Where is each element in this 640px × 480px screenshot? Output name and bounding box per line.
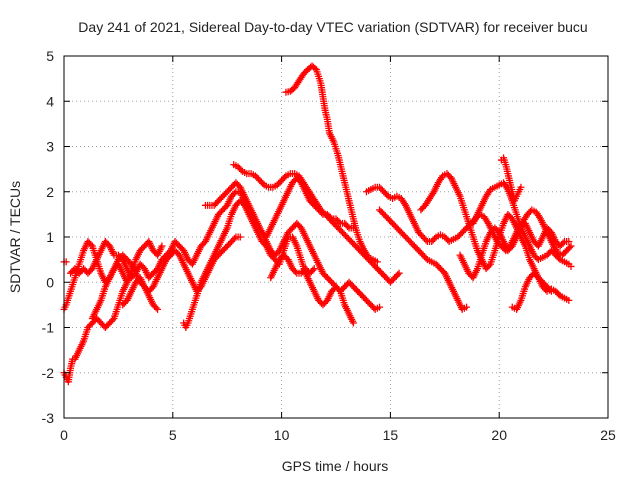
data-point [395, 269, 403, 277]
data-point [376, 303, 384, 311]
data-point [335, 218, 343, 226]
data-point [344, 222, 352, 230]
series-arc-18 [456, 219, 573, 282]
data-point [349, 319, 357, 327]
data-point [431, 235, 439, 243]
data-point [559, 239, 567, 247]
data-point [517, 183, 525, 191]
y-tick-label: 0 [46, 274, 54, 290]
data-point [281, 173, 289, 181]
data-point [546, 286, 554, 294]
x-tick-label: 5 [169, 427, 177, 443]
x-tick-label: 25 [600, 427, 616, 443]
x-tick-label: 10 [274, 427, 290, 443]
data-point [567, 242, 575, 250]
data-point [565, 238, 573, 246]
series-arc-9 [230, 161, 403, 286]
data-point [87, 241, 95, 249]
data-point [567, 262, 575, 270]
series-arc-3 [60, 258, 70, 266]
series-arc-13 [376, 206, 471, 313]
data-point [236, 233, 244, 241]
data-point [383, 191, 391, 199]
x-axis-label: GPS time / hours [282, 458, 389, 474]
data-point [310, 265, 318, 273]
series-arc-11 [282, 62, 381, 266]
data-point [158, 242, 166, 250]
series-arc-2 [60, 238, 166, 386]
y-axis-label: SDTVAR / TECUs [7, 181, 23, 293]
data-point [485, 262, 493, 270]
data-point [237, 166, 245, 174]
data-point [230, 189, 238, 197]
data-point [422, 236, 430, 244]
data-point [154, 305, 162, 313]
axis-ticks: 0 5 10 15 20 25 -3 -2 -1 0 1 2 3 4 5 [42, 48, 616, 443]
y-tick-label: 3 [46, 139, 54, 155]
y-tick-label: -3 [42, 410, 55, 426]
data-point [463, 303, 471, 311]
data-marks [60, 62, 575, 386]
data-point [555, 290, 563, 298]
y-tick-label: -1 [42, 320, 55, 336]
data-point [565, 296, 573, 304]
y-tick-label: 1 [46, 229, 54, 245]
data-point [291, 268, 299, 276]
data-point [109, 316, 117, 324]
series-arc-17 [508, 269, 555, 313]
x-tick-label: 15 [383, 427, 399, 443]
data-point [422, 254, 430, 262]
data-point [394, 271, 402, 279]
data-point [230, 235, 238, 243]
x-tick-label: 0 [60, 427, 68, 443]
data-point [566, 244, 574, 252]
series-arc-16 [497, 154, 525, 205]
chart-title: Day 241 of 2021, Sidereal Day-to-day VTE… [78, 19, 587, 35]
series-arc-6 [119, 274, 162, 313]
data-point [547, 287, 555, 295]
data-point [152, 304, 160, 312]
series-arc-10 [267, 251, 318, 282]
data-point [259, 179, 267, 187]
y-tick-label: 4 [46, 93, 54, 109]
y-tick-label: -2 [42, 365, 55, 381]
data-point [309, 266, 317, 274]
x-tick-label: 20 [491, 427, 507, 443]
series-arc-8 [201, 179, 384, 313]
data-point [373, 258, 381, 266]
data-point [555, 254, 563, 262]
y-tick-label: 5 [46, 48, 54, 64]
y-tick-label: 2 [46, 184, 54, 200]
